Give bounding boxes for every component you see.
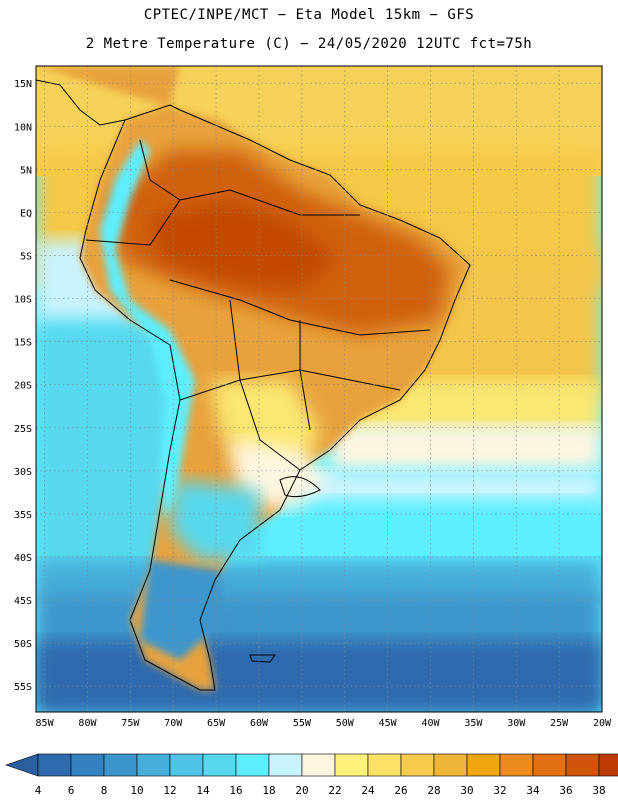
lon-label: 80W	[78, 718, 97, 729]
colorbar-label: 30	[460, 784, 473, 797]
colorbar-label: 34	[526, 784, 540, 797]
colorbar-label: 12	[163, 784, 176, 797]
temperature-map: 15N 10N 5N EQ 5S 10S 15S 20S 25S 30S 35S 40S 45S 50S 5…	[14, 65, 612, 729]
colorbar-swatch	[466, 753, 501, 777]
colorbar-swatch	[103, 753, 138, 777]
lon-label: 85W	[36, 718, 55, 729]
lat-label: 35S	[14, 510, 32, 521]
lon-label: 20W	[593, 718, 612, 729]
lat-label: 30S	[14, 467, 32, 478]
colorbar-swatch	[433, 753, 468, 777]
colorbar-label: 38	[592, 784, 605, 797]
colorbar-swatch	[334, 753, 369, 777]
lat-label: 5S	[20, 251, 32, 262]
lon-label: 45W	[379, 718, 398, 729]
lon-label: 75W	[121, 718, 140, 729]
lat-label: 55S	[14, 682, 32, 693]
lon-label: 60W	[250, 718, 269, 729]
colorbar-swatch	[136, 753, 171, 777]
lon-label: 35W	[464, 718, 483, 729]
colorbar-label: 24	[361, 784, 375, 797]
colorbar-label: 26	[394, 784, 407, 797]
colorbar-swatches	[5, 753, 618, 777]
colorbar-swatch	[169, 753, 204, 777]
colorbar-swatch	[301, 753, 336, 777]
colorbar-swatch	[37, 753, 72, 777]
lon-label: 30W	[507, 718, 526, 729]
lon-label: 50W	[336, 718, 355, 729]
lat-label: EQ	[20, 208, 32, 219]
lon-label: 65W	[207, 718, 226, 729]
colorbar-swatch	[367, 753, 402, 777]
lat-label: 15S	[14, 338, 32, 349]
colorbar-swatch	[499, 753, 534, 777]
colorbar-swatch	[235, 753, 270, 777]
map-frame	[35, 65, 603, 713]
colorbar-label: 16	[229, 784, 242, 797]
colorbar-swatch	[202, 753, 237, 777]
colorbar-labels: 4 6 8 10 12 14 16 18 20 22 24 26 28 30 32 34 36 38	[35, 784, 606, 797]
colorbar-label: 28	[427, 784, 440, 797]
lat-label: 5N	[20, 165, 32, 176]
lat-label: 10N	[14, 122, 32, 133]
colorbar-swatch	[70, 753, 105, 777]
temperature-field	[36, 66, 602, 712]
lat-label: 15N	[14, 79, 32, 90]
coastlines	[36, 79, 471, 691]
colorbar-label: 4	[35, 784, 42, 797]
lat-label: 25S	[14, 424, 32, 435]
lat-label: 10S	[14, 295, 32, 306]
lon-label: 25W	[550, 718, 569, 729]
title-line-1: CPTEC/INPE/MCT − Eta Model 15km − GFS	[143, 7, 475, 23]
lat-label: 20S	[14, 381, 32, 392]
colorbar-label: 18	[262, 784, 275, 797]
lon-label: 55W	[293, 718, 312, 729]
colorbar-label: 14	[196, 784, 210, 797]
colorbar-label: 8	[101, 784, 108, 797]
colorbar-swatch	[532, 753, 567, 777]
lon-label: 70W	[164, 718, 183, 729]
colorbar-swatch	[598, 753, 618, 777]
lat-label: 40S	[14, 553, 32, 564]
title-line-2: 2 Metre Temperature (C) − 24/05/2020 12U…	[85, 36, 533, 52]
colorbar-label: 20	[295, 784, 308, 797]
colorbar-swatch	[565, 753, 600, 777]
lat-label: 50S	[14, 639, 32, 650]
colorbar-swatch	[268, 753, 303, 777]
colorbar-label: 6	[68, 784, 75, 797]
colorbar-label: 32	[493, 784, 506, 797]
latitude-labels: 15N 10N 5N EQ 5S 10S 15S 20S 25S 30S 35S 40S 45S 50S 5…	[14, 79, 32, 693]
longitude-labels: 85W 80W 75W 70W 65W 60W 55W 50W 45W 40W 35W 30W 25W 2…	[36, 718, 612, 729]
colorbar: 4 6 8 10 12 14 16 18 20 22 24 26 28 30 32 34 36 38	[5, 753, 618, 797]
colorbar-label: 10	[130, 784, 143, 797]
colorbar-swatch	[400, 753, 435, 777]
lon-label: 40W	[421, 718, 440, 729]
lat-label: 45S	[14, 596, 32, 607]
colorbar-label: 22	[328, 784, 341, 797]
colorbar-under-arrow	[5, 753, 39, 777]
colorbar-label: 36	[559, 784, 572, 797]
